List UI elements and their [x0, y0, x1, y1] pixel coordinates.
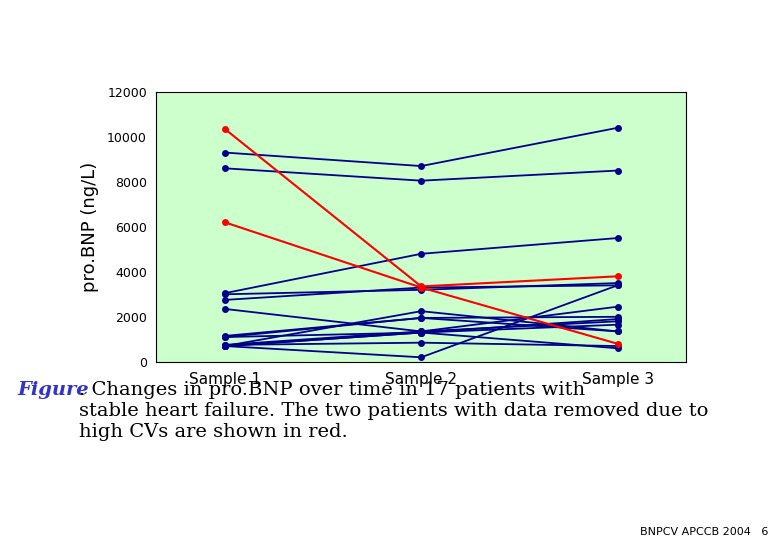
Y-axis label: pro.BNP (ng/L): pro.BNP (ng/L): [81, 161, 99, 292]
Text: Figure: Figure: [17, 381, 89, 399]
Text: BNPCV APCCB 2004   6: BNPCV APCCB 2004 6: [640, 526, 768, 537]
Text: . Changes in pro.BNP over time in 17 patients with
stable heart failure. The two: . Changes in pro.BNP over time in 17 pat…: [79, 381, 708, 441]
Text: Within-Person Variation: Within-Person Variation: [147, 24, 633, 58]
